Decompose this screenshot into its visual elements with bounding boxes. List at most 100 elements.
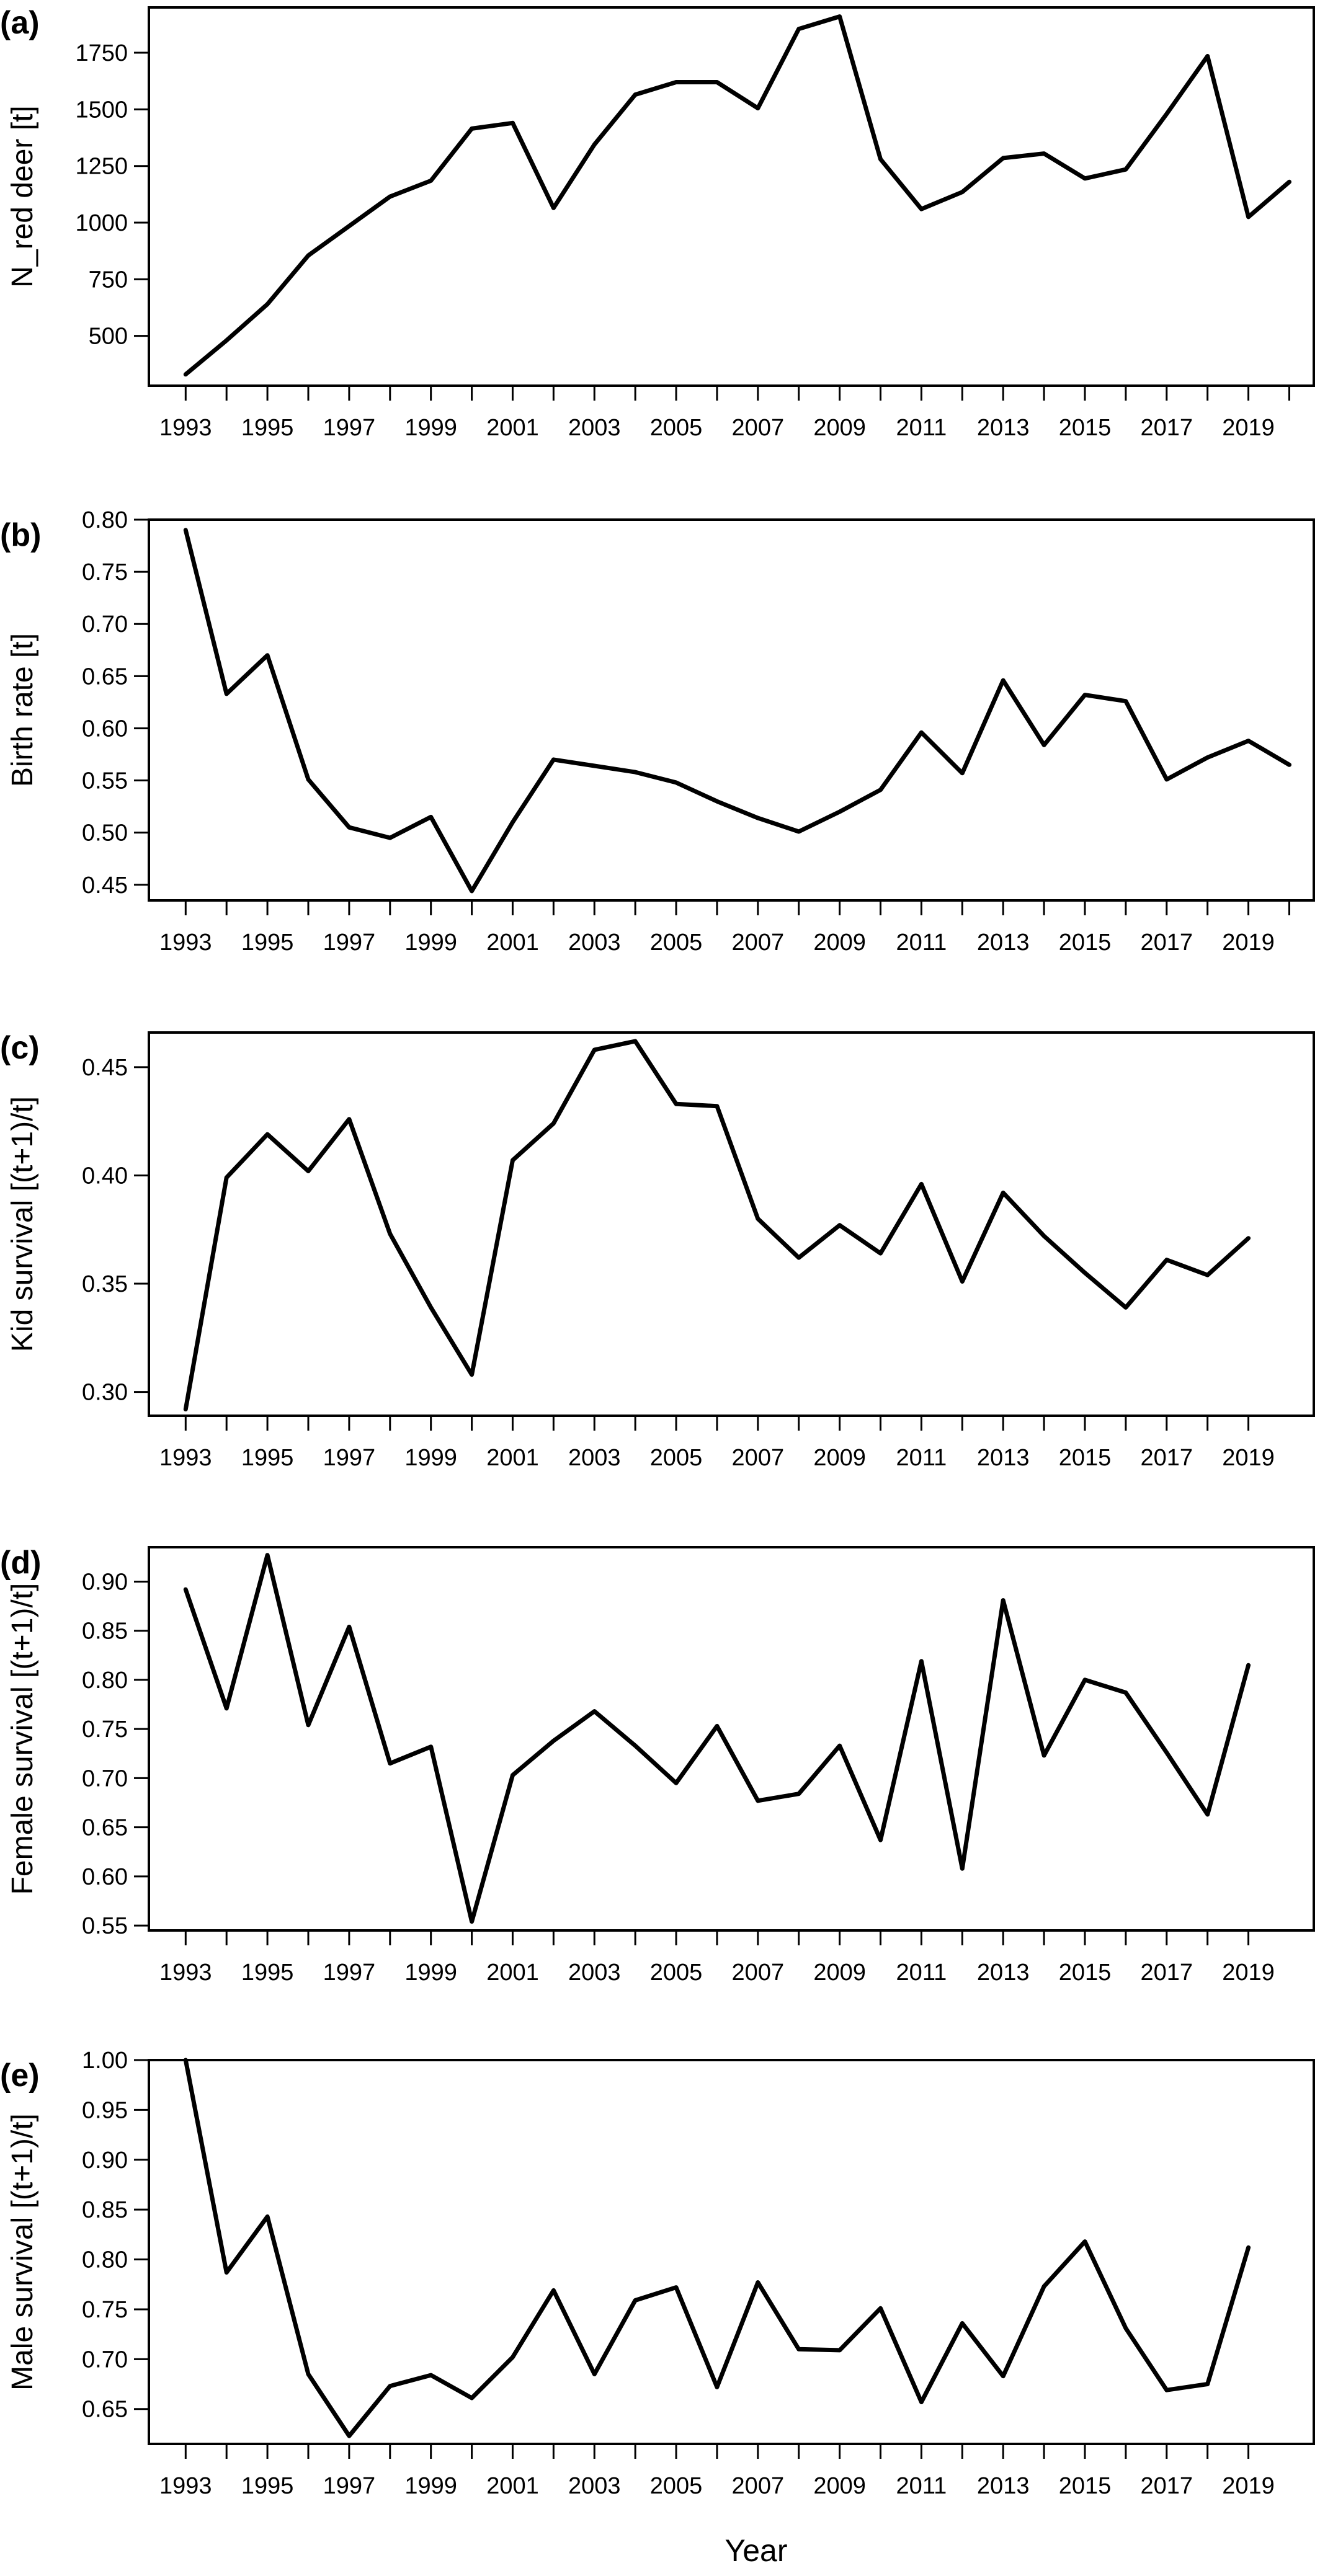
x-tick-label: 2003 [568, 1445, 621, 1471]
panel-label: (a) [0, 5, 40, 41]
x-tick-label: 2017 [1141, 1960, 1193, 1986]
y-tick-label: 1750 [75, 40, 128, 66]
x-tick-label: 2015 [1059, 2473, 1112, 2499]
x-tick-label: 2005 [650, 415, 703, 441]
x-tick-label: 2005 [650, 2473, 703, 2499]
y-tick-label: 1.00 [82, 2048, 128, 2074]
x-tick-label: 2007 [732, 1960, 785, 1986]
x-tick-label: 2001 [486, 1445, 539, 1471]
series-line [183, 14, 1291, 377]
x-tick-label: 1999 [404, 1960, 457, 1986]
x-tick-label: 2019 [1222, 1445, 1275, 1471]
x-tick-label: 2015 [1059, 930, 1112, 956]
x-tick-label: 2011 [896, 415, 947, 441]
x-tick-label: 1995 [241, 415, 294, 441]
y-tick-label: 0.55 [82, 1913, 128, 1939]
y-tick-label: 0.75 [82, 559, 128, 585]
panel-4: (d)Female survival [(t+1)/t] 0.55 0.60 0.65… [0, 1545, 1315, 1986]
panel-label: (d) [0, 1545, 41, 1581]
x-tick-label: 2009 [813, 930, 866, 956]
y-tick-label: 0.80 [82, 507, 128, 533]
y-tick-label: 500 [89, 324, 128, 350]
x-tick-label: 2007 [732, 415, 785, 441]
panel-label: (b) [0, 517, 41, 553]
x-tick-label: 1997 [323, 1445, 376, 1471]
y-axis-label: Kid survival [(t+1)/t] [6, 1096, 39, 1352]
plot-frame [148, 6, 1315, 387]
x-tick-label: 2019 [1222, 1960, 1275, 1986]
plot-frame [148, 2059, 1315, 2445]
panel-1: (a) N_red deer [t] 500 750 1000 1250 1500 1750 1… [0, 5, 1315, 441]
y-tick-label: 0.65 [82, 1815, 128, 1841]
series-line [183, 528, 1291, 894]
x-tick-label: 1993 [159, 2473, 212, 2499]
x-tick-label: 2013 [977, 1445, 1030, 1471]
panel-5: (e) Male survival [(t+1)/t] 0.65 0.70 0.75 0.… [0, 2048, 1315, 2499]
x-axis-label: Year [725, 2533, 787, 2568]
x-tick-label: 2015 [1059, 1960, 1112, 1986]
x-tick-label: 2011 [896, 930, 947, 956]
x-tick-label: 1999 [404, 930, 457, 956]
series-line [183, 1553, 1251, 1924]
x-tick-label: 2019 [1222, 2473, 1275, 2499]
y-tick-label: 0.40 [82, 1163, 128, 1189]
x-tick-label: 2009 [813, 1445, 866, 1471]
y-tick-label: 0.50 [82, 820, 128, 846]
x-tick-label: 2007 [732, 2473, 785, 2499]
y-tick-label: 1000 [75, 210, 128, 236]
x-tick-label: 2019 [1222, 415, 1275, 441]
x-tick-label: 2009 [813, 415, 866, 441]
y-tick-label: 750 [89, 267, 128, 293]
plot-frame [148, 518, 1315, 902]
x-tick-label: 2019 [1222, 930, 1275, 956]
panel-3: (c) Kid survival [(t+1)/t] 0.30 0.35 0.40 0.4… [0, 1030, 1315, 1471]
x-tick-label: 2001 [486, 415, 539, 441]
x-tick-label: 1995 [241, 2473, 294, 2499]
panel-label: (e) [0, 2058, 40, 2094]
x-tick-label: 2005 [650, 1960, 703, 1986]
x-tick-label: 2009 [813, 2473, 866, 2499]
y-tick-label: 0.70 [82, 1765, 128, 1792]
x-tick-label: 2017 [1141, 2473, 1193, 2499]
y-tick-label: 0.35 [82, 1271, 128, 1297]
y-tick-label: 0.85 [82, 1619, 128, 1645]
y-tick-label: 0.70 [82, 611, 128, 637]
x-tick-label: 2001 [486, 1960, 539, 1986]
x-tick-label: 2003 [568, 415, 621, 441]
x-tick-label: 1997 [323, 930, 376, 956]
y-tick-label: 0.80 [82, 1668, 128, 1694]
x-tick-label: 2005 [650, 1445, 703, 1471]
x-tick-label: 2013 [977, 930, 1030, 956]
y-tick-label: 0.90 [82, 1569, 128, 1595]
y-tick-label: 0.65 [82, 664, 128, 690]
x-tick-label: 2007 [732, 930, 785, 956]
x-tick-label: 2015 [1059, 415, 1112, 441]
y-tick-label: 0.90 [82, 2147, 128, 2174]
x-tick-label: 2007 [732, 1445, 785, 1471]
y-tick-label: 0.75 [82, 2297, 128, 2323]
x-tick-label: 2013 [977, 2473, 1030, 2499]
plot-frame [148, 1031, 1315, 1417]
x-tick-label: 1997 [323, 415, 376, 441]
x-tick-label: 1999 [404, 2473, 457, 2499]
y-tick-label: 0.55 [82, 768, 128, 794]
y-tick-label: 0.60 [82, 1864, 128, 1890]
panel-label: (c) [0, 1030, 40, 1066]
x-tick-label: 2013 [977, 1960, 1030, 1986]
plot-frame [148, 1546, 1315, 1932]
x-tick-label: 1993 [159, 415, 212, 441]
x-tick-label: 2009 [813, 1960, 866, 1986]
x-tick-label: 1999 [404, 415, 457, 441]
x-tick-label: 2011 [896, 1445, 947, 1471]
panel-2: (b) Birth rate [t] 0.45 0.50 0.55 0.60 0.65 0.7… [0, 507, 1315, 956]
x-tick-label: 1995 [241, 1960, 294, 1986]
x-tick-label: 1995 [241, 930, 294, 956]
y-tick-label: 0.70 [82, 2347, 128, 2373]
x-tick-label: 2011 [896, 1960, 947, 1986]
x-tick-label: 2013 [977, 415, 1030, 441]
x-tick-label: 2005 [650, 930, 703, 956]
y-tick-label: 0.60 [82, 716, 128, 742]
y-tick-label: 1500 [75, 97, 128, 123]
y-tick-label: 0.85 [82, 2197, 128, 2223]
